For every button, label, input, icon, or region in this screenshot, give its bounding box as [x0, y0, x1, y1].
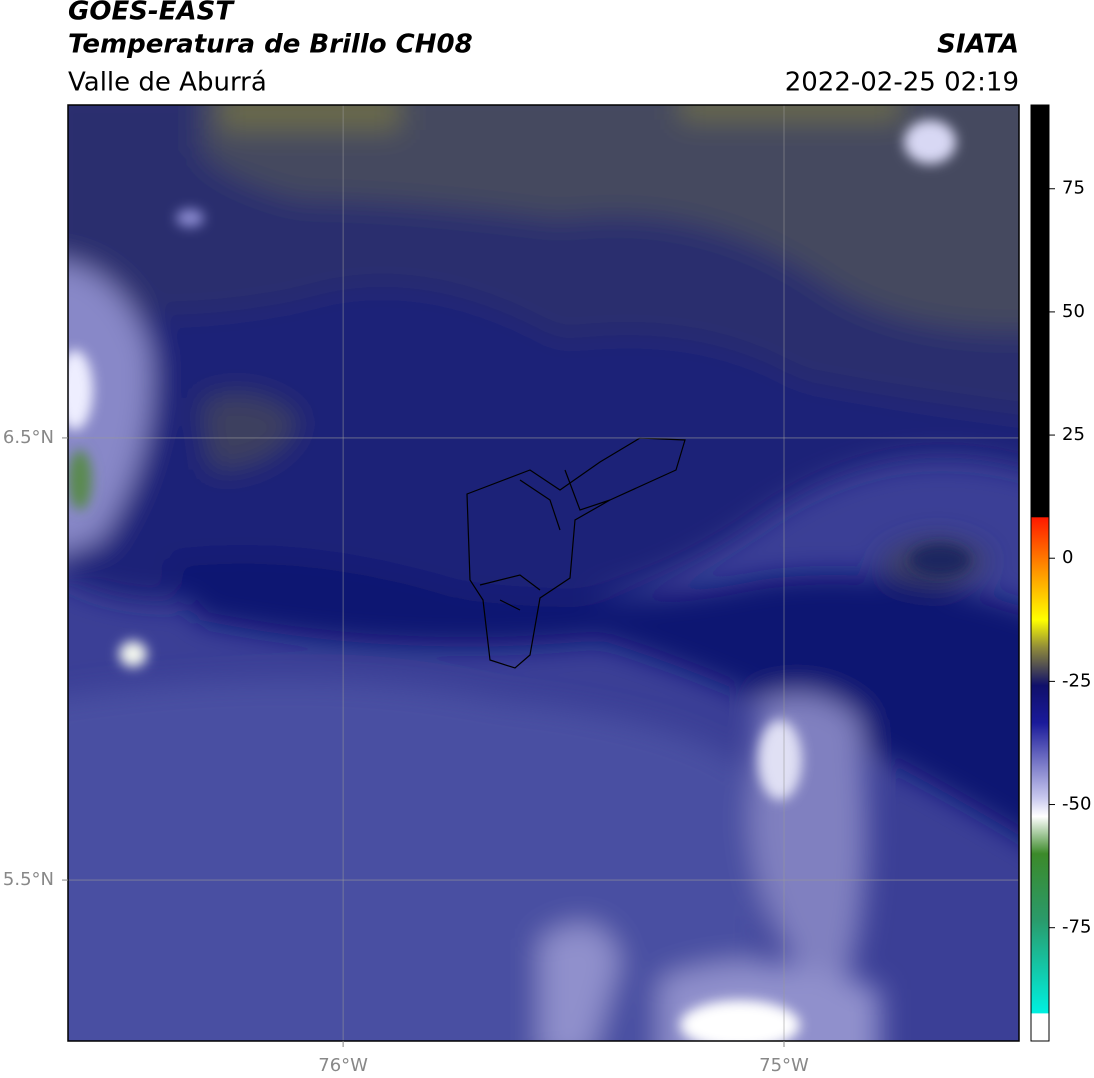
source: SIATA [937, 30, 1019, 60]
colorbar-tick-label: 75 [1062, 178, 1085, 199]
colorbar [1030, 104, 1050, 1042]
title: GOES-EAST [68, 0, 235, 27]
map-image [68, 105, 1019, 1041]
datetime: 2022-02-25 02:19 [785, 68, 1019, 98]
grid [68, 105, 1019, 1041]
municipal-borders [466, 437, 686, 669]
colorbar-tick-label: 0 [1062, 547, 1073, 568]
colorbar-tick-label: -75 [1062, 917, 1091, 938]
region: Valle de Aburrá [68, 68, 267, 98]
subtitle: Temperatura de Brillo CH08 [68, 30, 473, 60]
colorbar-tick-label: 25 [1062, 424, 1085, 445]
colorbar-tick-label: -50 [1062, 794, 1091, 815]
y-tick-label: 6.5°N [3, 427, 54, 448]
x-tick-label: 75°W [759, 1055, 809, 1076]
colorbar-tick-label: 50 [1062, 301, 1085, 322]
colorbar-tick-label: -25 [1062, 670, 1091, 691]
map-frame [67, 104, 1020, 1042]
y-tick-label: 5.5°N [3, 869, 54, 890]
x-tick-label: 76°W [318, 1055, 368, 1076]
